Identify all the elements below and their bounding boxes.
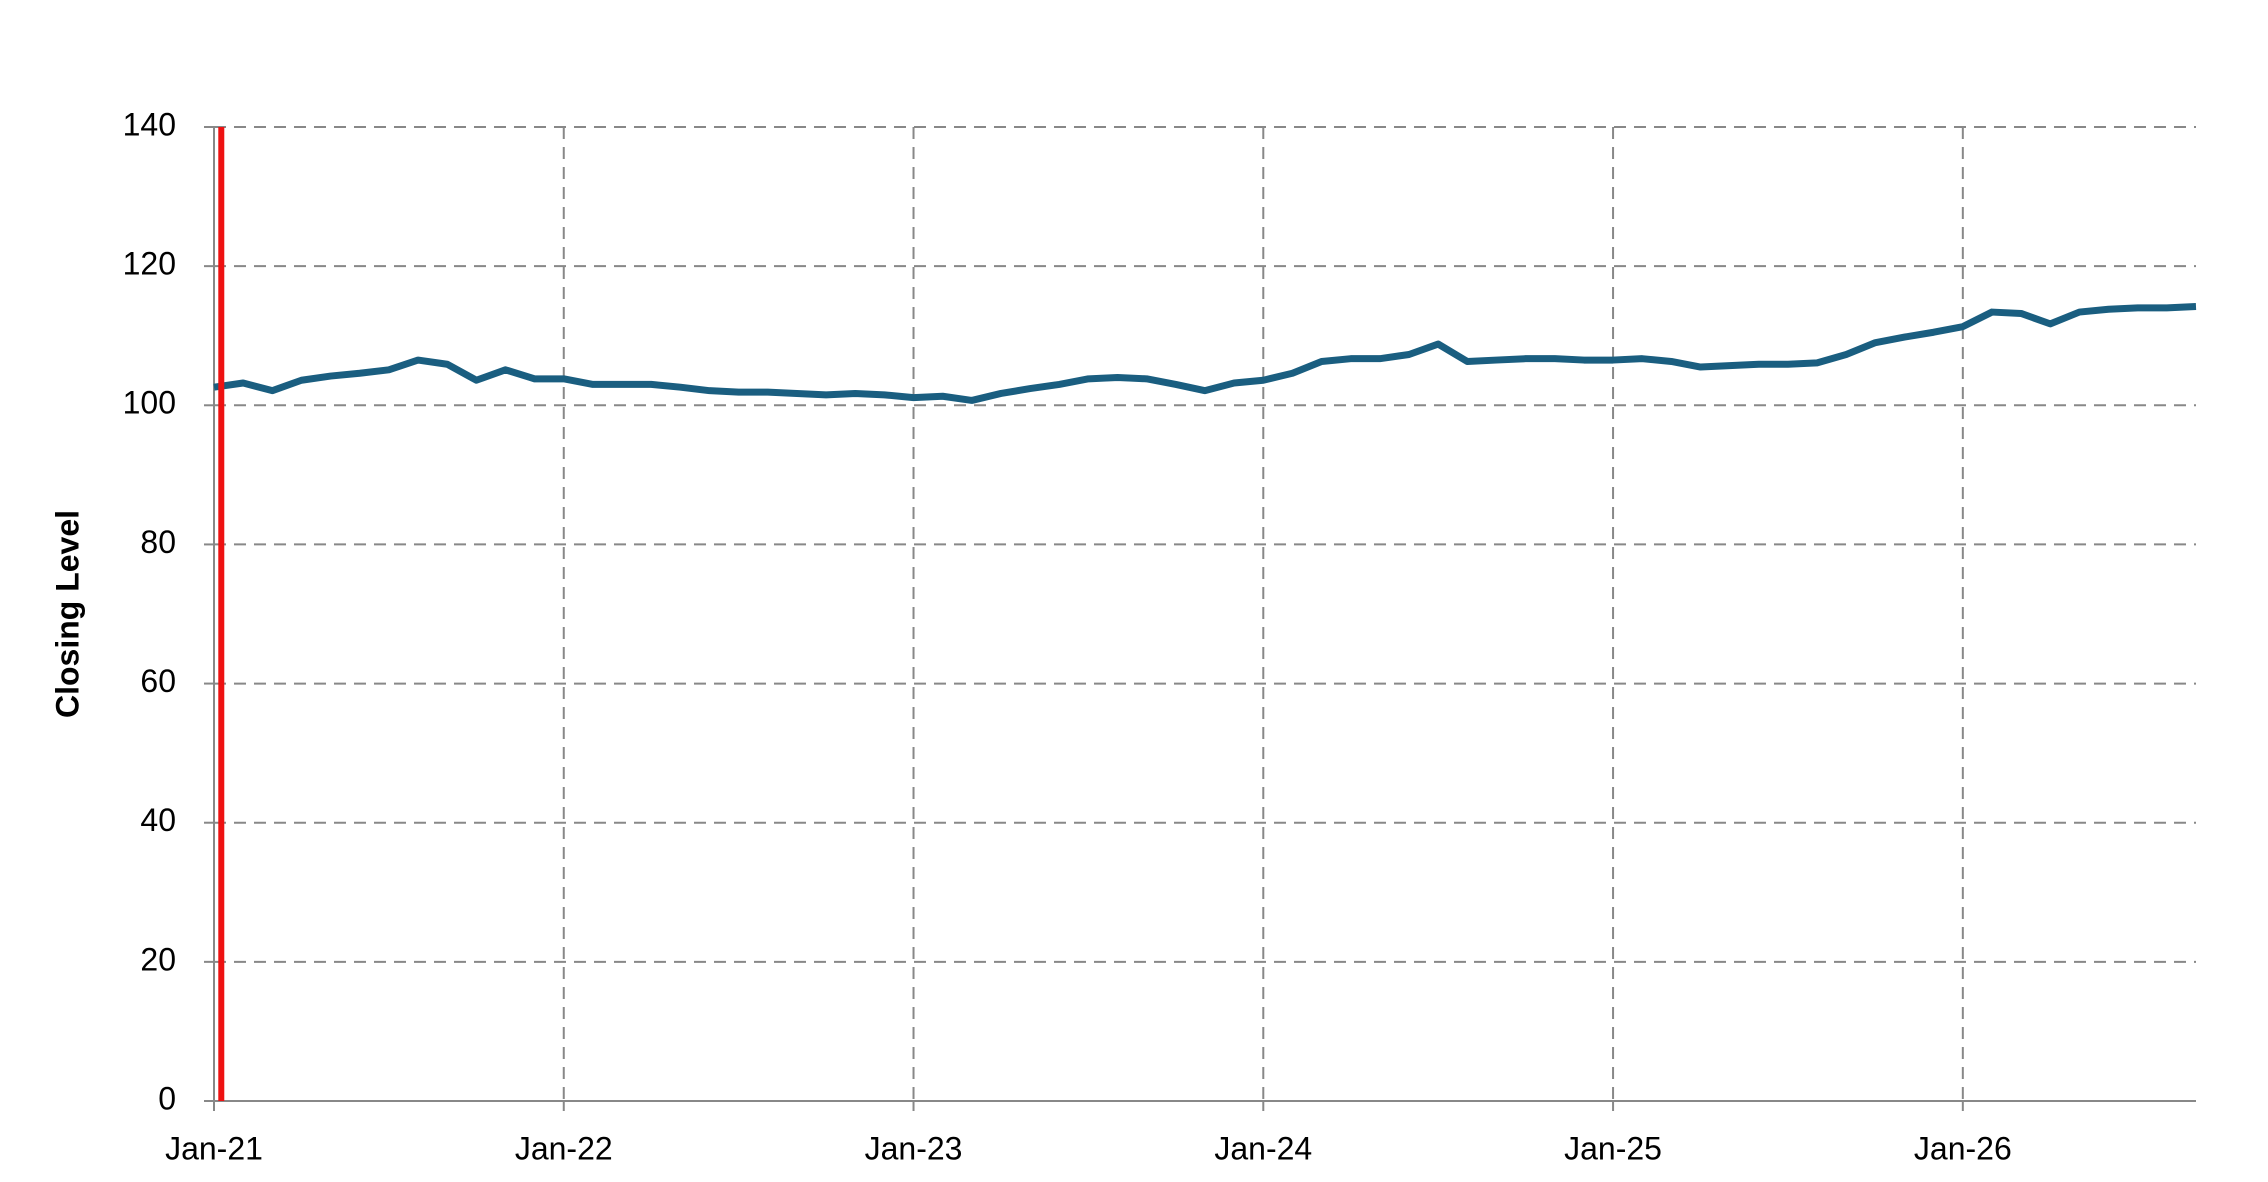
x-tick-label: Jan-24: [1214, 1130, 1312, 1166]
y-tick-label: 0: [158, 1080, 176, 1116]
y-tick-label: 60: [140, 663, 176, 699]
data-line: [213, 302, 2197, 404]
y-tick-label: 140: [123, 106, 176, 142]
y-tick-label: 80: [140, 524, 176, 560]
y-tick-label: 20: [140, 941, 176, 977]
y-tick-label: 120: [123, 246, 176, 282]
x-tick-label: Jan-21: [165, 1130, 263, 1166]
x-tick-label: Jan-22: [515, 1130, 613, 1166]
x-tick-label: Jan-23: [865, 1130, 963, 1166]
x-tick-label: Jan-26: [1914, 1130, 2012, 1166]
y-axis-label: Closing Level: [49, 510, 85, 718]
y-tick-label: 40: [140, 802, 176, 838]
x-tick-label: Jan-25: [1564, 1130, 1662, 1166]
y-tick-label: 100: [123, 385, 176, 421]
